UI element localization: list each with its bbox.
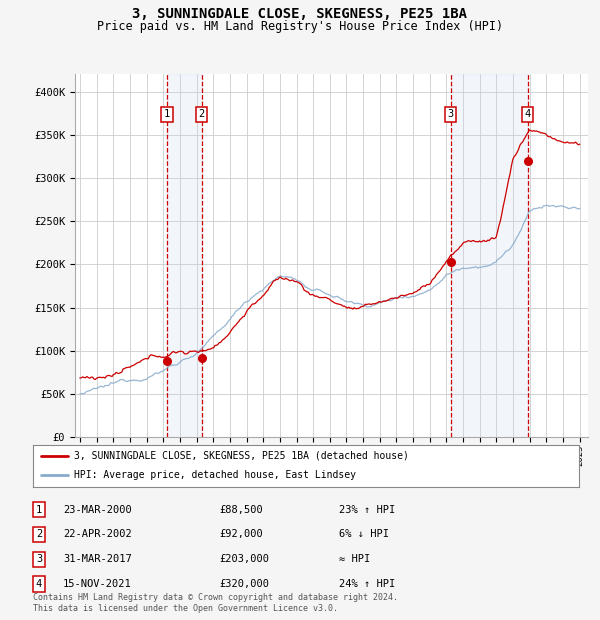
Text: 31-MAR-2017: 31-MAR-2017: [63, 554, 132, 564]
Text: £88,500: £88,500: [219, 505, 263, 515]
Text: 3, SUNNINGDALE CLOSE, SKEGNESS, PE25 1BA: 3, SUNNINGDALE CLOSE, SKEGNESS, PE25 1BA: [133, 7, 467, 22]
Text: 1: 1: [164, 109, 170, 119]
Text: 4: 4: [524, 109, 531, 119]
Text: £92,000: £92,000: [219, 529, 263, 539]
Text: ≈ HPI: ≈ HPI: [339, 554, 370, 564]
Text: 3: 3: [36, 554, 42, 564]
Text: 22-APR-2002: 22-APR-2002: [63, 529, 132, 539]
Text: £203,000: £203,000: [219, 554, 269, 564]
Text: £320,000: £320,000: [219, 579, 269, 589]
Text: 3: 3: [448, 109, 454, 119]
Text: HPI: Average price, detached house, East Lindsey: HPI: Average price, detached house, East…: [74, 471, 356, 480]
Text: 23% ↑ HPI: 23% ↑ HPI: [339, 505, 395, 515]
Text: 23-MAR-2000: 23-MAR-2000: [63, 505, 132, 515]
Text: Price paid vs. HM Land Registry's House Price Index (HPI): Price paid vs. HM Land Registry's House …: [97, 20, 503, 33]
Bar: [167, 74, 202, 437]
Text: 24% ↑ HPI: 24% ↑ HPI: [339, 579, 395, 589]
Text: 15-NOV-2021: 15-NOV-2021: [63, 579, 132, 589]
Text: 4: 4: [36, 579, 42, 589]
Text: 3, SUNNINGDALE CLOSE, SKEGNESS, PE25 1BA (detached house): 3, SUNNINGDALE CLOSE, SKEGNESS, PE25 1BA…: [74, 451, 409, 461]
Text: 6% ↓ HPI: 6% ↓ HPI: [339, 529, 389, 539]
Text: 1: 1: [36, 505, 42, 515]
Text: 2: 2: [36, 529, 42, 539]
Text: Contains HM Land Registry data © Crown copyright and database right 2024.
This d: Contains HM Land Registry data © Crown c…: [33, 593, 398, 613]
Bar: [451, 74, 528, 437]
Text: 2: 2: [199, 109, 205, 119]
